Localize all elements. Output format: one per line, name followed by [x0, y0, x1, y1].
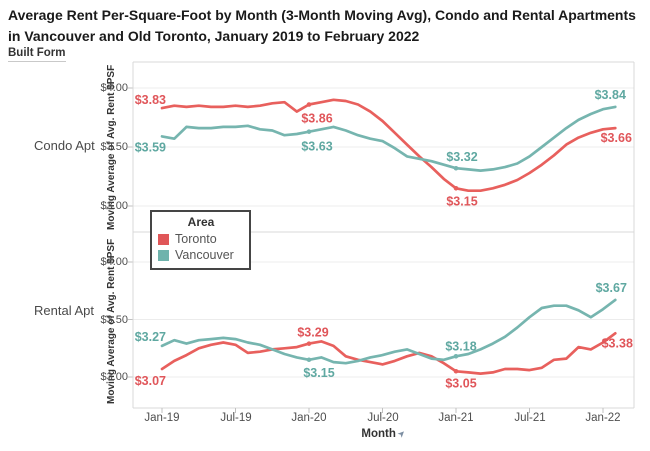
- svg-text:$3.67: $3.67: [596, 281, 627, 295]
- svg-text:$3.29: $3.29: [297, 326, 328, 340]
- svg-text:$3.63: $3.63: [301, 140, 332, 154]
- svg-text:$3.05: $3.05: [445, 376, 476, 390]
- svg-text:$3.18: $3.18: [445, 339, 476, 353]
- sort-icon[interactable]: ➤: [395, 428, 408, 440]
- svg-text:$3.66: $3.66: [601, 131, 632, 145]
- y-tick-label: $4.00: [100, 82, 128, 94]
- x-axis-title-text: Month: [361, 428, 396, 440]
- y-tick-label: $3.50: [100, 314, 128, 326]
- legend-item-label: Toronto: [175, 232, 217, 246]
- svg-text:$3.27: $3.27: [135, 330, 166, 344]
- svg-text:$3.59: $3.59: [135, 140, 166, 154]
- x-tick-label: Jan-21: [438, 412, 474, 424]
- x-tick-label: Jul-21: [514, 412, 546, 424]
- built-form-header: Built Form: [8, 47, 66, 62]
- toronto-swatch-icon: [158, 233, 169, 245]
- x-tick-label: Jan-20: [291, 412, 327, 424]
- x-tick-label: Jul-19: [220, 412, 252, 424]
- svg-text:$3.83: $3.83: [135, 93, 166, 107]
- row-label-rental-apt: Rental Apt: [34, 303, 94, 318]
- svg-text:$3.15: $3.15: [303, 366, 334, 380]
- legend-item-toronto[interactable]: Toronto: [158, 231, 244, 247]
- y-tick-label: $4.00: [100, 256, 128, 268]
- y-tick-label: $3.50: [100, 141, 128, 153]
- y-tick-label: $3.00: [100, 200, 128, 212]
- x-tick-label: Jan-19: [144, 412, 180, 424]
- x-tick-label: Jul-20: [367, 412, 399, 424]
- x-tick-label: Jan-22: [585, 412, 621, 424]
- chart-title: Average Rent Per-Square-Foot by Month (3…: [8, 7, 636, 44]
- svg-text:$3.84: $3.84: [595, 88, 626, 102]
- legend-item-label: Vancouver: [175, 248, 234, 262]
- svg-text:$3.15: $3.15: [446, 194, 477, 208]
- svg-text:$3.38: $3.38: [602, 336, 633, 350]
- row-label-condo-apt: Condo Apt: [34, 138, 95, 153]
- y-tick-label: $3.00: [100, 371, 128, 383]
- legend: Area Toronto Vancouver: [150, 210, 251, 270]
- legend-title: Area: [187, 215, 215, 229]
- x-axis-title: Month➤: [133, 428, 634, 440]
- svg-text:$3.07: $3.07: [135, 374, 166, 388]
- svg-text:$3.86: $3.86: [301, 112, 332, 126]
- vancouver-swatch-icon: [158, 249, 169, 261]
- legend-item-vancouver[interactable]: Vancouver: [158, 247, 244, 263]
- svg-text:$3.32: $3.32: [446, 150, 477, 164]
